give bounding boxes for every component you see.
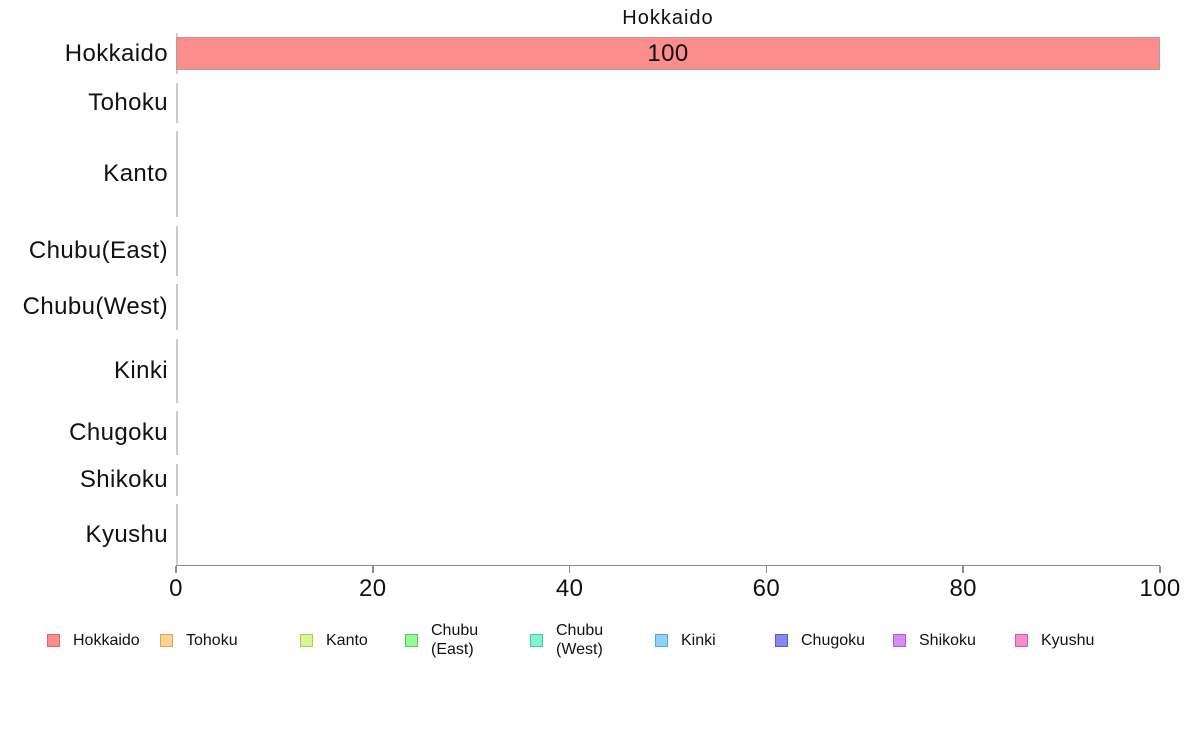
legend-swatch-kinki: [655, 633, 668, 647]
legend-item-label: Shikoku: [919, 631, 976, 649]
y-axis-tick-segment: [176, 131, 178, 217]
category-label-shikoku: Shikoku: [79, 465, 168, 493]
category-label-kinki: Kinki: [113, 356, 168, 384]
x-axis-tick-label: 0: [169, 575, 183, 602]
x-axis-tick-label: 20: [359, 575, 387, 602]
legend-swatch-chugoku: [775, 633, 788, 647]
legend-item-label: Hokkaido: [73, 631, 140, 649]
y-axis-tick-segment: [176, 338, 178, 403]
legend-item-label: Kinki: [681, 631, 716, 649]
category-label-chugoku: Chugoku: [69, 419, 168, 446]
y-axis-tick-segment: [176, 504, 178, 565]
x-axis-tick-label: 100: [1139, 575, 1181, 602]
category-label-kanto: Kanto: [103, 160, 168, 187]
x-axis-tick: [568, 566, 571, 573]
legend-item-label: Tohoku: [186, 631, 238, 649]
x-axis-tick: [372, 566, 374, 573]
legend-item-label: Kyushu: [1041, 631, 1095, 649]
legend-item-label: Chugoku: [801, 631, 866, 649]
legend-item-chugoku[interactable]: Chugoku: [775, 618, 865, 662]
bar-hokkaido[interactable]: 100: [176, 37, 1160, 70]
legend-swatch-hokkaido: [47, 633, 60, 647]
legend-swatch-kanto: [300, 633, 313, 647]
legend-item-kinki[interactable]: Kinki: [655, 618, 716, 662]
category-label-hokkaido: Hokkaido: [64, 40, 168, 67]
legend-item-kanto[interactable]: Kanto: [300, 618, 368, 662]
chart-title: Hokkaido: [622, 7, 714, 29]
x-axis-tick: [765, 566, 768, 573]
x-axis-tick: [1159, 566, 1161, 573]
legend-swatch-chubu-west: [530, 633, 543, 647]
legend-swatch-chubu-east: [405, 633, 418, 647]
x-axis-tick: [962, 566, 964, 573]
category-label-chubu-east: Chubu(East): [28, 236, 168, 264]
legend: Hokkaido Tohoku Kanto Chubu (East) Chubu (West…: [0, 618, 1188, 668]
category-label-tohoku: Tohoku: [88, 88, 168, 116]
legend-item-shikoku[interactable]: Shikoku: [893, 618, 976, 662]
x-axis-line: 0 20 40 60 80 100: [169, 565, 1180, 606]
bar-value-label: 100: [647, 39, 689, 67]
legend-swatch-tohoku: [160, 633, 173, 647]
x-axis-tick-label: 40: [555, 575, 584, 602]
legend-item-chubu-west[interactable]: Chubu (West): [530, 618, 603, 662]
category-label-kyushu: Kyushu: [85, 521, 168, 548]
y-axis-tick-segment: [176, 411, 178, 455]
x-axis-tick-label: 60: [752, 575, 781, 602]
legend-item-hokkaido[interactable]: Hokkaido: [47, 618, 140, 662]
y-axis-tick-segment: [176, 463, 178, 496]
legend-item-label: Chubu (West): [556, 622, 604, 658]
x-axis-tick-label: 80: [949, 575, 977, 602]
y-axis-tick-segment: [176, 284, 178, 330]
legend-swatch-shikoku: [893, 633, 906, 647]
y-axis-tick-segment: [176, 82, 178, 123]
legend-item-chubu-east[interactable]: Chubu (East): [405, 618, 478, 662]
legend-item-label: Chubu (East): [431, 622, 479, 658]
legend-swatch-kyushu: [1015, 633, 1028, 647]
legend-item-tohoku[interactable]: Tohoku: [160, 618, 238, 662]
x-axis-tick: [175, 566, 177, 573]
legend-item-label: Kanto: [326, 631, 368, 649]
legend-item-kyushu[interactable]: Kyushu: [1015, 618, 1094, 662]
category-label-chubu-west: Chubu(West): [22, 293, 168, 320]
y-axis-tick-segment: [176, 225, 178, 276]
